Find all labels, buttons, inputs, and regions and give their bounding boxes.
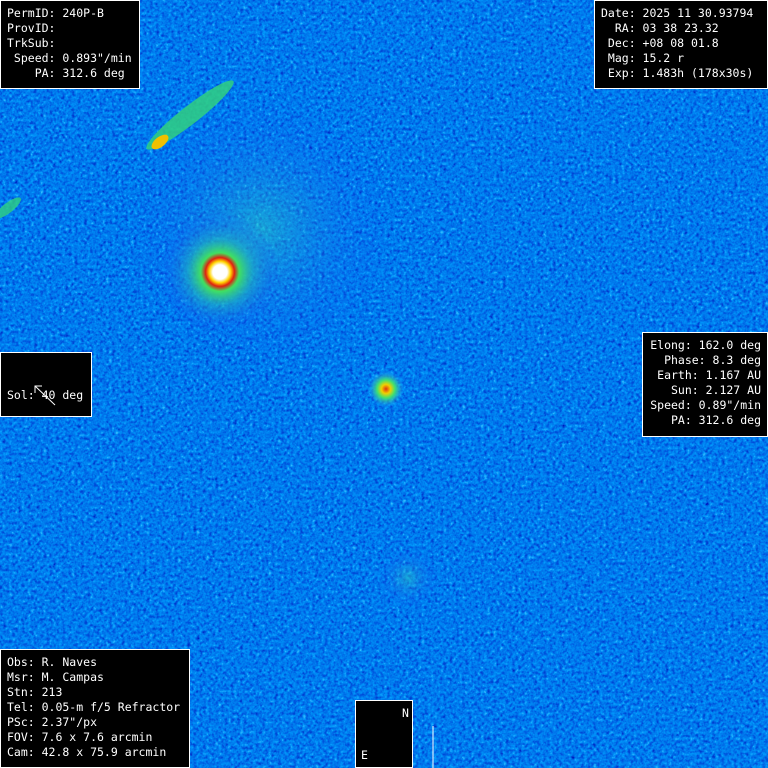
observer-info: Obs: R. Naves Msr: M. Campas Stn: 213 Tel: … — [0, 649, 190, 768]
object-info: PermID: 240P-B ProvID: TrkSub: Speed: 0.89… — [0, 0, 140, 89]
info-line: PermID: 240P-B — [7, 6, 104, 20]
info-line: Phase: 8.3 deg — [664, 353, 761, 367]
sun-direction-arrow — [34, 385, 56, 406]
trail-core — [151, 134, 169, 150]
compass-arrows — [432, 726, 434, 768]
comet-240P — [368, 371, 404, 407]
compass: N E — [355, 700, 434, 768]
info-line: Mag: 15.2 r — [601, 51, 685, 65]
star-trail — [146, 80, 234, 150]
info-line: Msr: M. Campas — [7, 670, 104, 684]
info-line: Sun: 2.127 AU — [670, 383, 761, 397]
info-line: Cam: 42.8 x 75.9 arcmin — [7, 745, 167, 759]
info-line: Dec: +08 08 01.8 — [601, 36, 719, 50]
ephemeris-info: Date: 2025 11 30.93794 RA: 03 38 23.32 D… — [594, 0, 768, 89]
info-line: Speed: 0.893"/min — [7, 51, 132, 65]
info-line: Elong: 162.0 deg — [650, 338, 761, 352]
north-label: N — [402, 706, 409, 720]
bright-star — [160, 212, 280, 332]
faint-glow — [378, 548, 438, 608]
geometry-info: Elong: 162.0 deg Phase: 8.3 deg Earth: 1.1… — [642, 332, 768, 437]
info-line: TrkSub: — [7, 36, 56, 50]
info-line: Speed: 0.89"/min — [650, 398, 761, 412]
info-line: Earth: 1.167 AU — [657, 368, 761, 382]
info-line: PA: 312.6 deg — [7, 66, 125, 80]
sol-label: Sol: 40 deg — [7, 388, 84, 402]
east-label: E — [361, 748, 368, 762]
info-line: PA: 312.6 deg — [670, 413, 761, 427]
sol-box: Sol: 40 deg — [0, 352, 92, 417]
info-line: Date: 2025 11 30.93794 — [601, 6, 754, 20]
info-line: RA: 03 38 23.32 — [601, 21, 719, 35]
info-line: Exp: 1.483h (178x30s) — [601, 66, 754, 80]
info-line: Stn: 213 — [7, 685, 63, 699]
info-line: Tel: 0.05-m f/5 Refractor — [7, 700, 181, 714]
info-line: PSc: 2.37"/px — [7, 715, 98, 729]
info-line: ProvID: — [7, 21, 56, 35]
info-line: Obs: R. Naves — [7, 655, 98, 669]
star-trail — [0, 197, 21, 219]
info-line: FOV: 7.6 x 7.6 arcmin — [7, 730, 153, 744]
